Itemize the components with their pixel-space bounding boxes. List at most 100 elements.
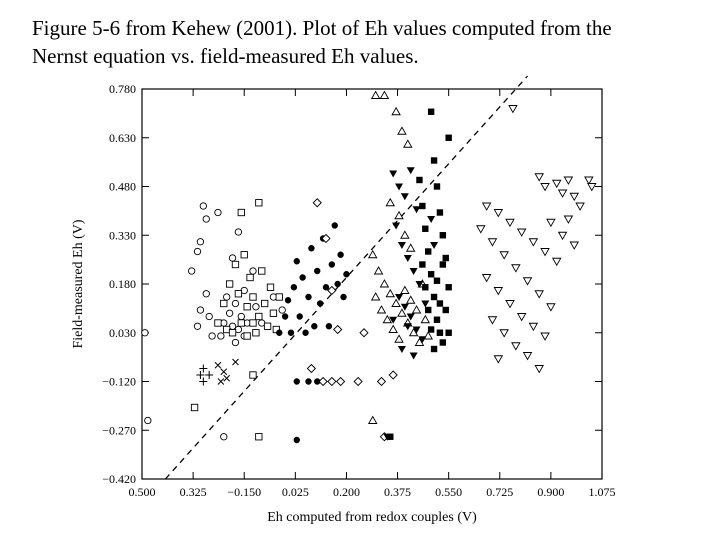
- data-point: [406, 167, 415, 175]
- data-point: [249, 293, 257, 301]
- data-point: [587, 183, 597, 192]
- data-point: [287, 329, 295, 336]
- data-point: [385, 197, 396, 207]
- data-point: [299, 274, 306, 281]
- data-point: [487, 316, 498, 325]
- data-point: [308, 245, 315, 252]
- data-point: [367, 249, 378, 259]
- data-point: [261, 299, 269, 308]
- data-point: [275, 293, 283, 301]
- data-point: [220, 299, 228, 308]
- data-point: [540, 332, 550, 341]
- data-point: [237, 208, 245, 217]
- y-tick-label: −0.420: [102, 472, 136, 486]
- data-point: [405, 295, 416, 304]
- data-point: [190, 403, 199, 412]
- data-point: [569, 192, 580, 202]
- data-point: [436, 209, 444, 216]
- data-point: [228, 329, 237, 337]
- data-point: [422, 284, 429, 291]
- data-point: [220, 433, 228, 441]
- data-point: [196, 306, 205, 314]
- data-point: [412, 326, 421, 334]
- data-point: [481, 202, 492, 211]
- y-tick-label: −0.120: [102, 375, 136, 389]
- data-point: [423, 331, 433, 340]
- reference-line-layer: [164, 75, 529, 480]
- data-point: [409, 268, 418, 275]
- data-point: [430, 345, 438, 353]
- data-point: [316, 300, 324, 307]
- data-point: [249, 319, 257, 327]
- data-point: [243, 332, 251, 340]
- series-open-diamond: [306, 198, 398, 442]
- y-axis-tick-labels: 0.780 0.630 0.480 0.330 0.180 0.030 −0.120 −0.2…: [102, 82, 136, 486]
- data-point: [584, 176, 594, 185]
- data-point: [214, 208, 222, 217]
- data-point: [353, 376, 363, 387]
- data-point: [370, 292, 381, 301]
- data-point: [546, 303, 556, 312]
- x-tick-label: 0.500: [129, 485, 156, 499]
- data-point: [321, 233, 331, 244]
- data-point: [406, 313, 415, 321]
- data-point: [505, 300, 515, 309]
- data-point: [311, 323, 318, 330]
- data-point: [403, 139, 413, 148]
- x-axis-tick-labels: 0.500 0.325 −0.150 0.025 0.200 0.375 0.550 0.72…: [129, 485, 616, 499]
- data-point: [540, 183, 550, 192]
- data-point: [403, 323, 412, 331]
- data-point: [376, 305, 387, 314]
- data-point: [199, 377, 208, 386]
- caption-line-1: Figure 5-6 from Kehew (2001). Plot of Eh…: [32, 16, 612, 40]
- data-point: [400, 230, 410, 239]
- data-point: [383, 433, 392, 441]
- y-tick-label: 0.630: [109, 131, 136, 145]
- data-point: [263, 322, 272, 330]
- caption-line-2: Nernst equation vs. field-measured Eh va…: [32, 44, 419, 68]
- data-point: [391, 106, 401, 116]
- data-point: [430, 293, 438, 301]
- data-point: [196, 371, 205, 379]
- data-point: [228, 254, 237, 262]
- data-point: [328, 261, 336, 268]
- data-point: [400, 303, 409, 311]
- data-point: [433, 183, 441, 190]
- data-point: [397, 346, 406, 353]
- data-point: [476, 225, 486, 234]
- data-point: [193, 322, 202, 330]
- data-point: [418, 336, 427, 344]
- data-point: [325, 323, 333, 330]
- data-point: [493, 355, 504, 364]
- y-tick-label: 0.180: [109, 277, 136, 291]
- data-point: [255, 312, 263, 321]
- data-point: [427, 108, 435, 115]
- x-tick-label: 0.550: [435, 485, 462, 499]
- data-point: [296, 313, 303, 320]
- data-point: [293, 258, 300, 265]
- data-point: [255, 199, 263, 207]
- data-point: [508, 105, 518, 114]
- y-tick-label: 0.480: [109, 180, 136, 194]
- data-point: [442, 254, 449, 262]
- data-point: [193, 247, 202, 256]
- x-tick-label: −0.150: [227, 485, 261, 499]
- data-point: [217, 378, 225, 385]
- data-point: [231, 260, 240, 269]
- series-open-square: [190, 199, 283, 441]
- series-plus: [196, 364, 214, 386]
- data-point: [188, 267, 196, 275]
- y-tick-label: 0.780: [109, 82, 136, 96]
- data-point: [394, 210, 404, 220]
- data-point: [439, 232, 447, 239]
- data-point: [522, 277, 533, 286]
- data-point: [569, 241, 580, 250]
- data-point: [516, 228, 527, 237]
- data-point: [231, 338, 240, 347]
- y-axis-title: Field-measured Eh (V): [71, 219, 86, 348]
- data-point: [367, 415, 378, 424]
- data-point: [397, 242, 406, 249]
- data-point: [237, 319, 245, 327]
- data-point: [196, 238, 205, 246]
- data-point: [225, 309, 234, 317]
